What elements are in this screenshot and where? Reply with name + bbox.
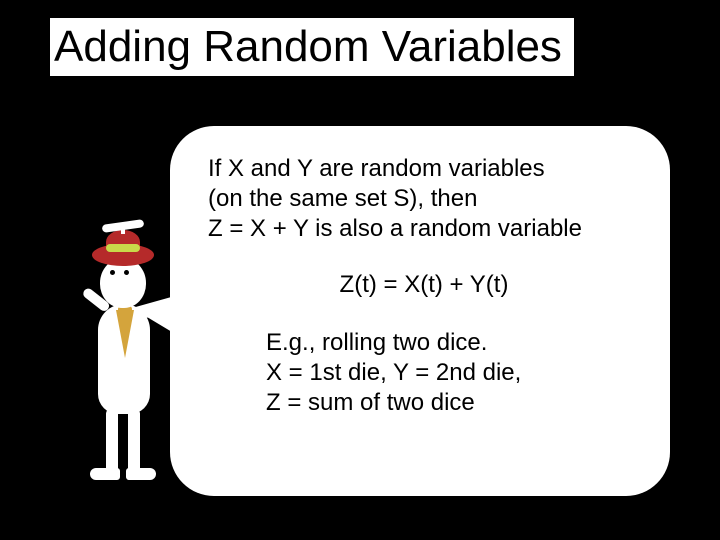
speech-bubble: If X and Y are random variables (on the … — [170, 126, 670, 496]
example-line-1: E.g., rolling two dice. — [266, 328, 640, 358]
eye-right — [124, 270, 129, 275]
example-line-3: Z = sum of two dice — [266, 388, 640, 418]
hat-band — [106, 244, 140, 252]
cartoon-character — [72, 200, 182, 500]
character-foot-right — [126, 468, 156, 480]
example-line-2: X = 1st die, Y = 2nd die, — [266, 358, 640, 388]
definition-line-1: If X and Y are random variables — [208, 154, 640, 184]
character-foot-left — [90, 468, 120, 480]
character-leg-left — [106, 408, 118, 474]
definition-line-2: (on the same set S), then — [208, 184, 640, 214]
character-leg-right — [128, 408, 140, 474]
eye-left — [110, 270, 115, 275]
definition-paragraph: If X and Y are random variables (on the … — [208, 154, 640, 244]
example-paragraph: E.g., rolling two dice. X = 1st die, Y =… — [208, 328, 640, 418]
slide-title: Adding Random Variables — [50, 18, 574, 76]
definition-line-3: Z = X + Y is also a random variable — [208, 214, 640, 244]
formula-text: Z(t) = X(t) + Y(t) — [208, 270, 640, 300]
